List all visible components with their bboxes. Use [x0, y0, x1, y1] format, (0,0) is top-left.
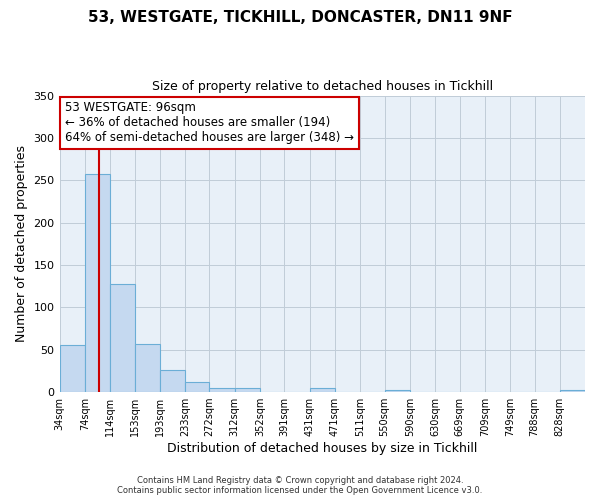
Bar [134, 344, 160, 392]
Bar [59, 346, 85, 392]
Bar [185, 382, 209, 392]
Bar [160, 370, 185, 392]
Title: Size of property relative to detached houses in Tickhill: Size of property relative to detached ho… [152, 80, 493, 93]
Text: Contains HM Land Registry data © Crown copyright and database right 2024.
Contai: Contains HM Land Registry data © Crown c… [118, 476, 482, 495]
Bar [85, 174, 110, 392]
X-axis label: Distribution of detached houses by size in Tickhill: Distribution of detached houses by size … [167, 442, 478, 455]
Bar [560, 390, 585, 392]
Bar [385, 390, 410, 392]
Bar [235, 388, 260, 392]
Bar [310, 388, 335, 392]
Text: 53 WESTGATE: 96sqm
← 36% of detached houses are smaller (194)
64% of semi-detach: 53 WESTGATE: 96sqm ← 36% of detached hou… [65, 102, 354, 144]
Bar [110, 284, 134, 392]
Bar [209, 388, 235, 392]
Y-axis label: Number of detached properties: Number of detached properties [15, 146, 28, 342]
Text: 53, WESTGATE, TICKHILL, DONCASTER, DN11 9NF: 53, WESTGATE, TICKHILL, DONCASTER, DN11 … [88, 10, 512, 25]
